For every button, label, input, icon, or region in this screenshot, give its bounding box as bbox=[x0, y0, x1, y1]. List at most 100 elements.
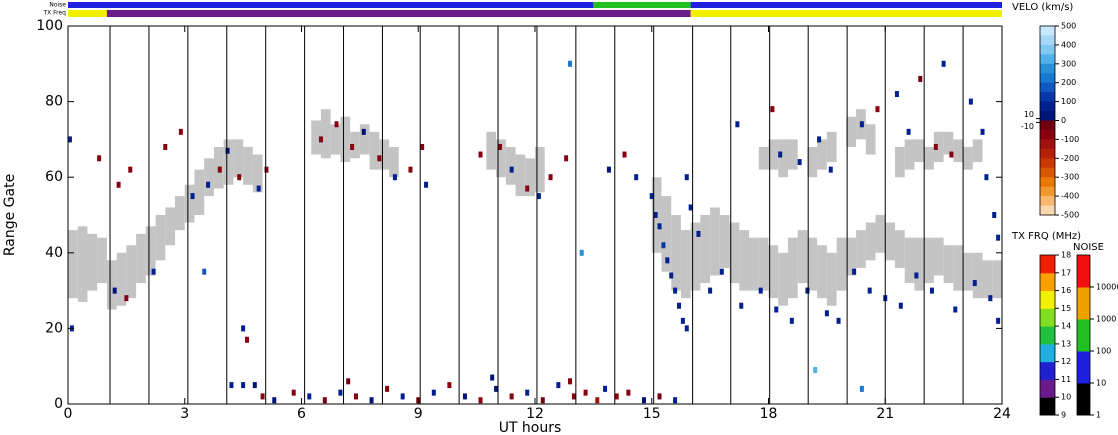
ground-scatter bbox=[145, 226, 156, 276]
noise-scale-title: NOISE bbox=[1073, 242, 1104, 253]
velocity-cell bbox=[350, 143, 355, 150]
velocity-cell bbox=[163, 143, 168, 150]
ground-scatter bbox=[963, 252, 973, 291]
colorbar-swatch bbox=[1040, 158, 1055, 169]
colorbar-swatch bbox=[1077, 383, 1090, 416]
colorbar-swatch bbox=[1077, 287, 1090, 320]
velocity-cell bbox=[252, 382, 257, 389]
colorbar-tick-label: 12 bbox=[1061, 357, 1071, 366]
ground-scatter bbox=[904, 139, 915, 170]
ground-scatter bbox=[223, 139, 234, 185]
velocity-cell bbox=[859, 385, 864, 392]
colorbar-tick-label: 0 bbox=[1061, 116, 1066, 125]
velocity-cell bbox=[256, 185, 261, 192]
ground-scatter bbox=[826, 252, 837, 306]
ground-scatter bbox=[330, 124, 341, 155]
colorbar-tick-label: -100 bbox=[1061, 135, 1079, 144]
velocity-cell bbox=[676, 302, 681, 309]
ground-scatter bbox=[797, 230, 808, 284]
velocity-cell bbox=[980, 128, 985, 135]
ground-scatter bbox=[953, 245, 964, 291]
colorbar-swatch bbox=[1040, 308, 1055, 327]
colorbar-tick-label: 200 bbox=[1061, 78, 1076, 87]
velocity-cell bbox=[898, 302, 903, 309]
velocity-cell bbox=[708, 287, 713, 294]
velocity-cell bbox=[669, 272, 674, 279]
ground-scatter bbox=[865, 222, 876, 261]
velocity-cell bbox=[968, 98, 973, 105]
ground-scatter bbox=[963, 146, 973, 170]
ground-scatter bbox=[505, 146, 516, 185]
colorbar-swatch bbox=[1040, 205, 1055, 216]
y-tick-label: 0 bbox=[54, 396, 63, 412]
velocity-cell bbox=[859, 121, 864, 128]
colorbar-swatch bbox=[1040, 177, 1055, 188]
colorbar-swatch bbox=[1040, 196, 1055, 207]
ground-scatter bbox=[846, 237, 857, 276]
ground-scatter bbox=[252, 154, 263, 193]
colorbar-tick-label: 500 bbox=[1061, 22, 1076, 31]
ground-scatter bbox=[749, 237, 759, 291]
colorbar-swatch bbox=[1040, 397, 1055, 416]
colorbar-frame bbox=[1076, 254, 1091, 416]
velocity-cell bbox=[178, 128, 183, 135]
x-tick-label: 0 bbox=[64, 406, 73, 422]
velocity-cell bbox=[478, 397, 483, 404]
velocity-cell bbox=[739, 302, 744, 309]
colorbar-swatch bbox=[1077, 255, 1090, 288]
colorbar-swatch bbox=[1040, 343, 1055, 363]
velocity-cell bbox=[568, 60, 573, 67]
velocity-cell bbox=[571, 393, 576, 400]
ground-scatter bbox=[972, 252, 983, 299]
velocity-cell bbox=[272, 397, 277, 404]
y-axis-label: Range Gate bbox=[2, 174, 18, 256]
velocity-cell bbox=[817, 136, 822, 143]
colorbar-tick-label: -500 bbox=[1061, 211, 1079, 220]
velocity-cell bbox=[447, 382, 452, 389]
colorbar-swatch bbox=[1040, 73, 1055, 84]
ground-scatter bbox=[807, 237, 818, 291]
colorbar-swatch bbox=[1040, 148, 1055, 159]
velocity-cell bbox=[984, 174, 989, 181]
colorbar-swatch bbox=[1040, 167, 1055, 178]
velocity-cell bbox=[626, 389, 631, 396]
plot-frame bbox=[67, 25, 1003, 405]
ground-scatter bbox=[165, 207, 176, 246]
colorbar-swatch bbox=[1040, 255, 1055, 274]
velocity-cell bbox=[949, 151, 954, 158]
ground-scatter bbox=[243, 146, 253, 185]
velocity-cell bbox=[867, 287, 872, 294]
colorbar-tick-label: -300 bbox=[1061, 173, 1079, 182]
ground-scatter bbox=[817, 139, 827, 170]
ground-scatter bbox=[768, 139, 779, 170]
ground-scatter bbox=[350, 131, 360, 159]
colorbar-swatch bbox=[1040, 120, 1055, 131]
x-tick-label: 24 bbox=[993, 406, 1011, 422]
velocity-cell bbox=[548, 174, 553, 181]
colorbar-tick-label: 10 bbox=[1061, 393, 1071, 402]
colorbar-swatch bbox=[1040, 54, 1055, 65]
ground-scatter bbox=[894, 146, 905, 178]
velocity-cell bbox=[264, 166, 269, 173]
velocity-cell bbox=[996, 234, 1001, 241]
ground-scatter bbox=[379, 139, 390, 170]
velocity-cell bbox=[824, 310, 829, 317]
ground-scatter bbox=[126, 245, 137, 299]
velocity-cell bbox=[431, 389, 436, 396]
velocity-cell bbox=[661, 242, 666, 249]
ground-scatter bbox=[787, 237, 798, 299]
ground-scatter bbox=[846, 116, 857, 147]
x-tick-label: 18 bbox=[760, 406, 778, 422]
colorbar-swatch bbox=[1077, 319, 1090, 352]
ground-scatter bbox=[924, 146, 934, 170]
txfreq-bar-segment bbox=[68, 10, 107, 17]
velocity-cell bbox=[665, 257, 670, 264]
colorbar-tick-label: 13 bbox=[1061, 339, 1071, 348]
velocity-cell bbox=[237, 174, 242, 181]
velocity-cell bbox=[774, 306, 779, 313]
y-tick-label: 20 bbox=[45, 320, 63, 336]
colorbar-swatch bbox=[1040, 326, 1055, 345]
velocity-cell bbox=[116, 181, 121, 188]
velocity-cell bbox=[260, 393, 265, 400]
